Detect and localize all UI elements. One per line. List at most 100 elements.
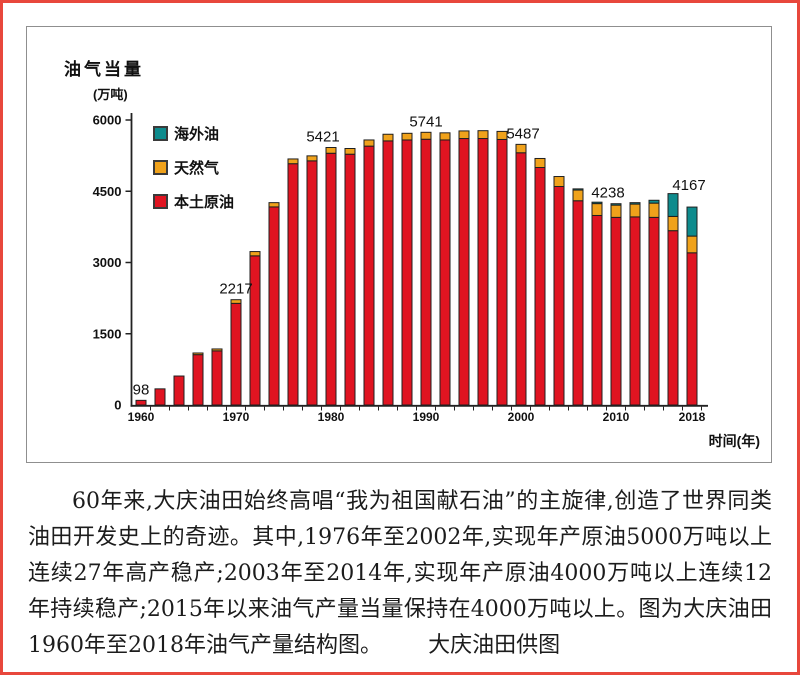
data-label-2018: 4167 xyxy=(672,177,705,194)
natural-gas-swatch-icon xyxy=(153,159,168,175)
y-tick-label: 4500 xyxy=(93,184,122,199)
bar-segment-natural-gas-1988 xyxy=(401,132,413,141)
bar-segment-domestic-crude-1990 xyxy=(420,138,432,406)
legend-label-domestic-crude: 本土原油 xyxy=(174,193,235,211)
x-tick-label-2000: 2000 xyxy=(508,410,535,424)
bar-segment-domestic-crude-1986 xyxy=(382,140,394,406)
bar-segment-natural-gas-2018 xyxy=(686,235,698,254)
legend-item-overseas-oil: 海外油 xyxy=(153,125,234,143)
bar-segment-natural-gas-1966 xyxy=(192,352,204,356)
bar-segment-domestic-crude-1988 xyxy=(401,139,413,406)
chart-legend: 海外油天然气本土原油 xyxy=(153,125,234,227)
x-tick-label-1990: 1990 xyxy=(413,410,440,424)
bar-segment-domestic-crude-2018 xyxy=(686,252,698,406)
bar-segment-overseas-oil-2014 xyxy=(648,199,660,204)
bar-segment-domestic-crude-1970 xyxy=(230,302,242,406)
bar-segment-natural-gas-1982 xyxy=(344,148,356,155)
production-bar-chart: 0 1500 3000 4500 6000 1960 1970 1980 1990 2000 201… xyxy=(93,113,708,424)
legend-item-natural-gas: 天然气 xyxy=(153,159,234,177)
bar-segment-natural-gas-1998 xyxy=(496,130,508,140)
x-axis-title: 时间(年) xyxy=(708,433,760,449)
bar-segment-domestic-crude-1982 xyxy=(344,153,356,406)
bar-segment-natural-gas-2012 xyxy=(629,203,641,218)
bar-segment-domestic-crude-1964 xyxy=(173,375,185,406)
bar-segment-domestic-crude-1974 xyxy=(268,206,280,406)
bar-segment-natural-gas-2000 xyxy=(515,143,527,154)
caption-block: 60年来,大庆油田始终高唱“我为祖国献石油”的主旋律,创造了世界同类油田开发史上… xyxy=(28,484,772,664)
bar-segment-natural-gas-1986 xyxy=(382,133,394,142)
domestic-crude-swatch-icon xyxy=(153,193,168,209)
bar-segment-domestic-crude-1980 xyxy=(325,152,337,406)
bar-segment-domestic-crude-2008 xyxy=(591,214,603,406)
chart-unit-label: (万吨) xyxy=(93,87,128,102)
bar-segment-domestic-crude-2014 xyxy=(648,216,660,406)
bar-segment-natural-gas-2016 xyxy=(667,215,679,232)
bar-segment-domestic-crude-2000 xyxy=(515,152,527,406)
bar-segment-domestic-crude-1996 xyxy=(477,138,489,406)
bar-segment-natural-gas-1972 xyxy=(249,251,261,257)
data-label-1980: 5421 xyxy=(306,129,339,146)
bar-segment-natural-gas-2010 xyxy=(610,204,622,218)
bar-segment-domestic-crude-2006 xyxy=(572,200,584,406)
bar-segment-domestic-crude-1998 xyxy=(496,138,508,406)
bar-segment-natural-gas-1978 xyxy=(306,155,318,162)
bar-segment-natural-gas-1990 xyxy=(420,131,432,140)
bar-segment-domestic-crude-2016 xyxy=(667,230,679,406)
data-label-2000: 5487 xyxy=(506,125,539,142)
legend-label-natural-gas: 天然气 xyxy=(174,159,220,177)
data-label-1960: 98 xyxy=(133,381,150,398)
bar-segment-domestic-crude-2010 xyxy=(610,216,622,406)
bar-segment-domestic-crude-1960 xyxy=(135,399,147,406)
x-tick-label-1970: 1970 xyxy=(223,410,250,424)
bar-segment-natural-gas-2014 xyxy=(648,202,660,218)
y-tick-label: 3000 xyxy=(93,255,122,270)
data-label-1990: 5741 xyxy=(409,113,442,130)
data-label-1970: 2217 xyxy=(219,281,252,298)
bar-segment-domestic-crude-2012 xyxy=(629,216,641,406)
bar-segment-natural-gas-1976 xyxy=(287,158,299,165)
bar-segment-domestic-crude-1968 xyxy=(211,350,223,406)
bar-segment-natural-gas-2006 xyxy=(572,189,584,202)
bar-segment-natural-gas-1970 xyxy=(230,299,242,304)
photo-credit: 大庆油田供图 xyxy=(428,633,561,658)
y-tick-label: 1500 xyxy=(93,326,122,341)
bar-segment-domestic-crude-2004 xyxy=(553,186,565,406)
bar-segment-natural-gas-2008 xyxy=(591,203,603,216)
bar-segment-natural-gas-1994 xyxy=(458,130,470,140)
bar-segment-domestic-crude-2002 xyxy=(534,167,546,406)
bar-segment-domestic-crude-1976 xyxy=(287,163,299,406)
bar-segment-natural-gas-1984 xyxy=(363,139,375,147)
bar-segment-natural-gas-1980 xyxy=(325,147,337,154)
x-tick-label-2010: 2010 xyxy=(603,410,630,424)
bar-segment-overseas-oil-2006 xyxy=(572,188,584,191)
caption-text: 60年来,大庆油田始终高唱“我为祖国献石油”的主旋律,创造了世界同类油田开发史上… xyxy=(28,489,772,658)
x-tick-label-1960: 1960 xyxy=(128,410,155,424)
bar-segment-natural-gas-1996 xyxy=(477,130,489,140)
legend-label-overseas-oil: 海外油 xyxy=(174,125,220,143)
bar-segment-overseas-oil-2008 xyxy=(591,201,603,205)
bar-segment-overseas-oil-2018 xyxy=(686,206,698,237)
bar-segment-domestic-crude-1978 xyxy=(306,160,318,406)
legend-item-domestic-crude: 本土原油 xyxy=(153,193,235,211)
x-tick-label-2018: 2018 xyxy=(679,410,706,424)
bar-segment-natural-gas-1974 xyxy=(268,202,280,208)
bar-segment-natural-gas-1968 xyxy=(211,348,223,352)
bar-segment-natural-gas-1992 xyxy=(439,132,451,141)
bar-segment-domestic-crude-1966 xyxy=(192,354,204,406)
chart-panel: 油气当量 (万吨) 0 1500 3000 4500 6000 1960 1970 1980 1… xyxy=(26,26,772,463)
bar-segment-overseas-oil-2010 xyxy=(610,203,622,206)
bar-segment-natural-gas-2002 xyxy=(534,157,546,169)
bar-segment-domestic-crude-1994 xyxy=(458,138,470,406)
bar-segment-overseas-oil-2012 xyxy=(629,202,641,205)
bar-segment-domestic-crude-1972 xyxy=(249,255,261,406)
y-tick-label: 0 xyxy=(114,398,121,413)
bar-segment-overseas-oil-2016 xyxy=(667,193,679,217)
bar-segment-natural-gas-2004 xyxy=(553,176,565,187)
bar-segment-domestic-crude-1992 xyxy=(439,139,451,406)
bar-segment-domestic-crude-1984 xyxy=(363,145,375,406)
y-tick-label: 6000 xyxy=(93,113,122,128)
caption-paragraph: 60年来,大庆油田始终高唱“我为祖国献石油”的主旋律,创造了世界同类油田开发史上… xyxy=(28,484,772,664)
bar-segment-domestic-crude-1962 xyxy=(154,388,166,406)
data-label-2010: 4238 xyxy=(591,185,624,202)
x-tick-label-1980: 1980 xyxy=(318,410,345,424)
